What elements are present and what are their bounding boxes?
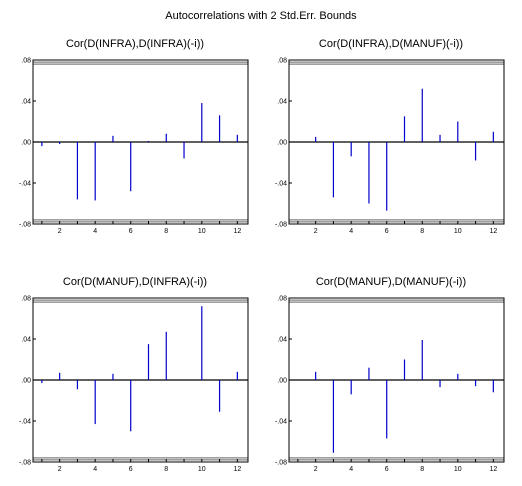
x-tick-label: 2 bbox=[314, 466, 318, 473]
x-tick-label: 6 bbox=[129, 228, 133, 235]
acf-panel-infra-infra: Cor(D(INFRA),D(INFRA)(-i)) .08 .04 .00 -.04… bbox=[19, 38, 250, 248]
x-tick-label: 4 bbox=[349, 466, 353, 473]
plot-area: .08 .04 .00 -.04 -.08 2 4 6 8 10 12 bbox=[19, 296, 249, 473]
panel-title: Cor(D(INFRA),D(MANUF)(-i)) bbox=[318, 38, 464, 50]
plot-area: .08 .04 .00 -.04 -.08 2 4 6 8 10 12 bbox=[275, 58, 505, 235]
x-tick-label: 12 bbox=[233, 228, 241, 235]
panel-title: Cor(D(INFRA),D(INFRA)(-i)) bbox=[65, 38, 205, 50]
y-tick-label: -.08 bbox=[275, 460, 287, 467]
y-tick-label: .04 bbox=[277, 99, 287, 106]
x-tick-label: 8 bbox=[164, 466, 168, 473]
x-tick-label: 8 bbox=[420, 228, 424, 235]
x-tick-label: 12 bbox=[233, 466, 241, 473]
y-tick-label: .08 bbox=[277, 296, 287, 303]
y-tick-label: .08 bbox=[277, 58, 287, 65]
panel-title: Cor(D(MANUF),D(MANUF)(-i)) bbox=[315, 276, 467, 288]
y-tick-label: -.08 bbox=[19, 222, 31, 229]
x-tick-label: 10 bbox=[198, 466, 206, 473]
plot-area: .08 .04 .00 -.04 -.08 2 4 6 8 10 12 bbox=[275, 296, 505, 473]
x-tick-label: 4 bbox=[93, 228, 97, 235]
y-tick-label: .00 bbox=[277, 378, 287, 385]
figure-title: Autocorrelations with 2 Std.Err. Bounds bbox=[165, 10, 357, 22]
plot-area: .08 .04 .00 -.04 -.08 2 4 6 8 10 12 bbox=[19, 58, 249, 235]
x-tick-label: 6 bbox=[385, 466, 389, 473]
y-tick-label: .00 bbox=[21, 140, 31, 147]
y-tick-label: -.04 bbox=[19, 419, 31, 426]
acf-panel-manuf-infra: Cor(D(MANUF),D(INFRA)(-i)) .08 .04 .00 -.04… bbox=[19, 276, 250, 486]
x-tick-label: 2 bbox=[314, 228, 318, 235]
x-tick-label: 10 bbox=[454, 228, 462, 235]
acf-panel-infra-manuf: Cor(D(INFRA),D(MANUF)(-i)) .08 .04 .00 -.04… bbox=[275, 38, 506, 248]
y-tick-label: -.04 bbox=[275, 419, 287, 426]
x-tick-label: 6 bbox=[385, 228, 389, 235]
y-tick-label: -.08 bbox=[19, 460, 31, 467]
x-tick-label: 12 bbox=[489, 466, 497, 473]
y-tick-label: .04 bbox=[277, 337, 287, 344]
x-tick-label: 10 bbox=[198, 228, 206, 235]
y-tick-label: .00 bbox=[21, 378, 31, 385]
x-tick-label: 10 bbox=[454, 466, 462, 473]
x-tick-label: 4 bbox=[93, 466, 97, 473]
acf-panel-manuf-manuf: Cor(D(MANUF),D(MANUF)(-i)) .08 .04 .00 -.04… bbox=[275, 276, 506, 486]
x-tick-label: 2 bbox=[58, 228, 62, 235]
x-tick-label: 8 bbox=[420, 466, 424, 473]
panel-title: Cor(D(MANUF),D(INFRA)(-i)) bbox=[62, 276, 208, 288]
x-tick-label: 4 bbox=[349, 228, 353, 235]
y-tick-label: -.04 bbox=[275, 181, 287, 188]
y-tick-label: .04 bbox=[21, 99, 31, 106]
y-tick-label: .00 bbox=[277, 140, 287, 147]
x-tick-label: 2 bbox=[58, 466, 62, 473]
x-tick-label: 12 bbox=[489, 228, 497, 235]
y-tick-label: .04 bbox=[21, 337, 31, 344]
y-tick-label: .08 bbox=[21, 296, 31, 303]
x-tick-label: 6 bbox=[129, 466, 133, 473]
y-tick-label: -.08 bbox=[275, 222, 287, 229]
x-tick-label: 8 bbox=[164, 228, 168, 235]
y-tick-label: .08 bbox=[21, 58, 31, 65]
y-tick-label: -.04 bbox=[19, 181, 31, 188]
